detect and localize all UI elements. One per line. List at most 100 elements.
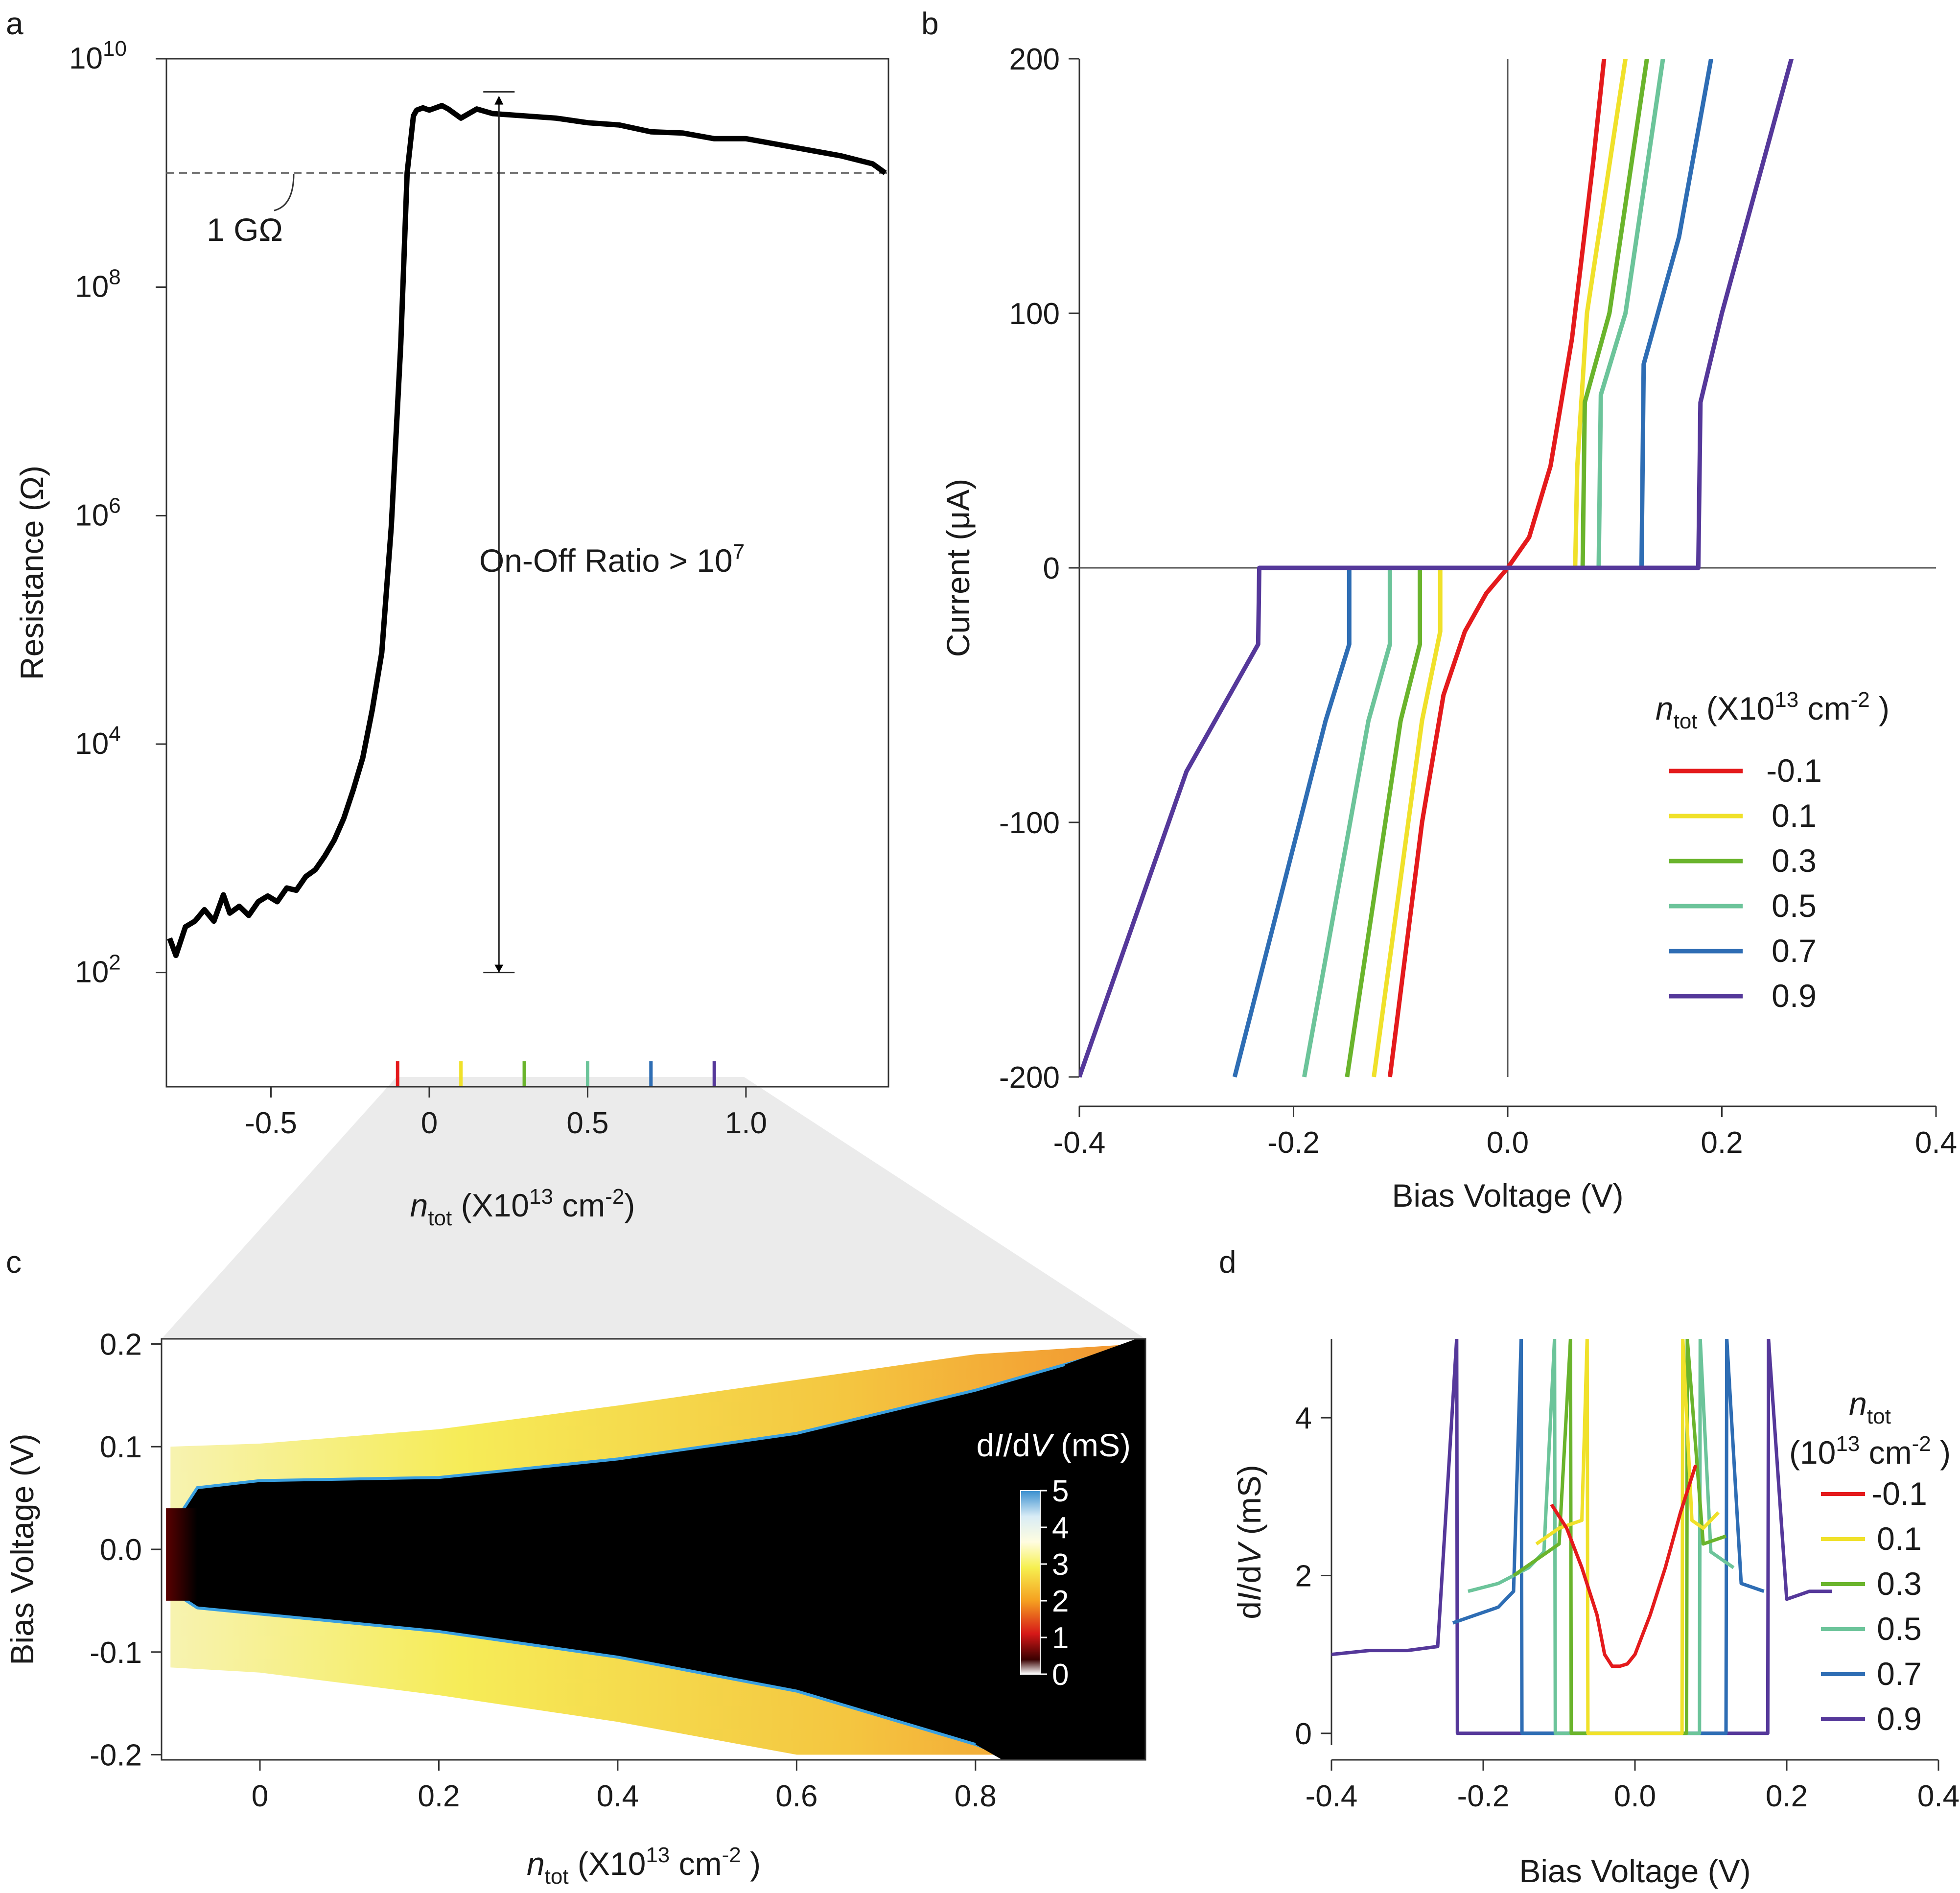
x-tick-label: 0.0 bbox=[1487, 1126, 1529, 1160]
xlabel-unit: cm bbox=[553, 1187, 605, 1223]
colorbar-tick-label: 2 bbox=[1052, 1585, 1069, 1618]
xlabel-symbol: n bbox=[410, 1187, 428, 1223]
y-tick-exp: 10 bbox=[103, 37, 127, 61]
legend-entry-label: 0.9 bbox=[1772, 978, 1817, 1014]
legend-unit-open: (10 bbox=[1789, 1434, 1836, 1471]
xlabel-symbol: n bbox=[527, 1846, 545, 1882]
colorbar bbox=[1020, 1490, 1041, 1675]
y-tick-exp: 2 bbox=[109, 951, 120, 975]
x-axis-label: ntot (X1013 cm-2 ) bbox=[527, 1843, 761, 1889]
y-tick-label: 102 bbox=[75, 951, 120, 989]
panel-label-a: a bbox=[6, 6, 23, 41]
x-axis-label: Bias Voltage (V) bbox=[1392, 1177, 1623, 1214]
x-axis-label: Bias Voltage (V) bbox=[1519, 1853, 1750, 1889]
didv-series-line bbox=[1452, 1339, 1765, 1735]
x-tick-label: -0.5 bbox=[245, 1106, 297, 1140]
x-tick-label: 0.4 bbox=[1917, 1779, 1960, 1813]
xlabel-close: ) bbox=[624, 1187, 635, 1223]
ratio-sup: 7 bbox=[733, 540, 745, 564]
x-tick-label: -0.2 bbox=[1457, 1779, 1510, 1813]
didv-series-line bbox=[1550, 1464, 1698, 1668]
x-tick-label: 0 bbox=[252, 1779, 268, 1813]
y-tick-label: -0.2 bbox=[90, 1739, 142, 1773]
xlabel-sub: tot bbox=[428, 1206, 452, 1230]
y-tick-label: 100 bbox=[1009, 297, 1060, 331]
legend-title-text: (X10 bbox=[1698, 690, 1775, 726]
y-tick-exp: 8 bbox=[109, 265, 120, 289]
threshold-label: 1 GΩ bbox=[207, 211, 283, 248]
panel-d-didv-chart: 0 2 4 -0.4 -0.2 0.0 0.2 0.4 dI/dV (mS) Bias Volta… bbox=[1231, 1339, 1960, 1889]
y-axis-label: Current (μA) bbox=[940, 479, 976, 657]
resistance-series-line bbox=[167, 103, 887, 958]
zoom-connector bbox=[162, 1077, 1145, 1339]
colorbar-tick-label: 1 bbox=[1052, 1621, 1069, 1655]
legend-units: (1013 cm-2 ) bbox=[1789, 1432, 1951, 1471]
x-tick-label: 0.5 bbox=[566, 1106, 608, 1140]
didv-series-line bbox=[1535, 1339, 1720, 1735]
ratio-arrowhead-bottom bbox=[494, 964, 504, 973]
colorbar-tick-label: 0 bbox=[1052, 1658, 1069, 1692]
x-tick-label: -0.2 bbox=[1267, 1126, 1320, 1160]
y-tick-label: 4 bbox=[1295, 1402, 1312, 1435]
panel-c-heatmap: -0.2 -0.1 0.0 0.1 0.2 0 0.2 0.4 0.6 0.8 Bias Volta… bbox=[4, 1328, 1146, 1889]
legend-unit: cm bbox=[1860, 1434, 1912, 1471]
legend-entry-label: 0.1 bbox=[1877, 1520, 1922, 1557]
colorbar-tick-label: 4 bbox=[1052, 1511, 1069, 1545]
legend-title-sub: tot bbox=[1674, 709, 1698, 733]
legend-entry-label: -0.1 bbox=[1871, 1475, 1927, 1512]
panel-label-b: b bbox=[921, 6, 939, 41]
x-tick-label: 0.2 bbox=[1701, 1126, 1743, 1160]
colorbar-title-unit: (mS) bbox=[1052, 1427, 1131, 1463]
colorbar-title-d: d bbox=[977, 1427, 995, 1463]
didv-series-line bbox=[1468, 1339, 1735, 1735]
didv-series-line bbox=[1331, 1339, 1832, 1735]
y-axis-label: dI/dV (mS) bbox=[1231, 1465, 1267, 1619]
legend-entry-label: 0.1 bbox=[1772, 797, 1817, 834]
colorbar-title-slash: /d bbox=[1003, 1427, 1030, 1463]
x-tick-label: 0.2 bbox=[1766, 1779, 1808, 1813]
panel-label-c: c bbox=[6, 1244, 22, 1280]
x-tick-label: 0.4 bbox=[597, 1779, 639, 1813]
y-tick-exp: 4 bbox=[109, 722, 120, 746]
y-tick-label: 0.0 bbox=[100, 1533, 142, 1567]
ylabel-d: d bbox=[1231, 1601, 1267, 1619]
x-tick-label: 0.6 bbox=[775, 1779, 817, 1813]
x-tick-label: -0.4 bbox=[1306, 1779, 1358, 1813]
y-tick-label: 0 bbox=[1043, 552, 1060, 585]
x-tick-label: 0.0 bbox=[1614, 1779, 1656, 1813]
y-tick-label: 108 bbox=[75, 265, 120, 304]
legend-entry-label: 0.5 bbox=[1772, 888, 1817, 924]
y-tick-exp: 6 bbox=[109, 493, 120, 517]
ratio-text: On-Off Ratio > 10 bbox=[479, 542, 733, 579]
legend-title-symbol: n bbox=[1656, 690, 1674, 726]
ylabel-slash: /d bbox=[1231, 1566, 1267, 1592]
ylabel-unit: (mS) bbox=[1231, 1465, 1267, 1543]
legend-title-unit: cm bbox=[1798, 690, 1850, 726]
y-tick-base: 10 bbox=[69, 42, 103, 75]
xlabel-text: (X10 bbox=[569, 1846, 646, 1882]
colorbar-title-V: V bbox=[1030, 1427, 1055, 1463]
xlabel-sup: 13 bbox=[646, 1843, 670, 1867]
y-tick-label: 0.2 bbox=[100, 1328, 142, 1361]
legend-title-sup: 13 bbox=[1774, 688, 1798, 712]
legend-title-sub: tot bbox=[1867, 1404, 1891, 1428]
x-axis-label: ntot (X1013 cm-2) bbox=[410, 1185, 635, 1230]
ratio-annotation: On-Off Ratio > 107 bbox=[479, 540, 745, 579]
left-edge-glow bbox=[166, 1508, 198, 1601]
legend-entry-label: 0.7 bbox=[1772, 933, 1817, 969]
gap-region-edge bbox=[975, 1339, 1145, 1760]
y-tick-label: 0 bbox=[1295, 1717, 1312, 1751]
x-tick-label: 0 bbox=[421, 1106, 438, 1140]
legend-title-close: ) bbox=[1870, 690, 1890, 726]
y-tick-base: 10 bbox=[75, 727, 109, 761]
didv-series-line bbox=[1513, 1339, 1727, 1735]
y-tick-base: 10 bbox=[75, 498, 109, 532]
x-tick-label: 0.2 bbox=[418, 1779, 460, 1813]
ylabel-V: V bbox=[1231, 1541, 1267, 1566]
colorbar-title: dI/dV (mS) bbox=[977, 1427, 1131, 1463]
y-axis-label: Resistance (Ω) bbox=[14, 466, 50, 680]
y-tick-label: 0.1 bbox=[100, 1430, 142, 1464]
y-tick-label: 104 bbox=[75, 722, 120, 761]
